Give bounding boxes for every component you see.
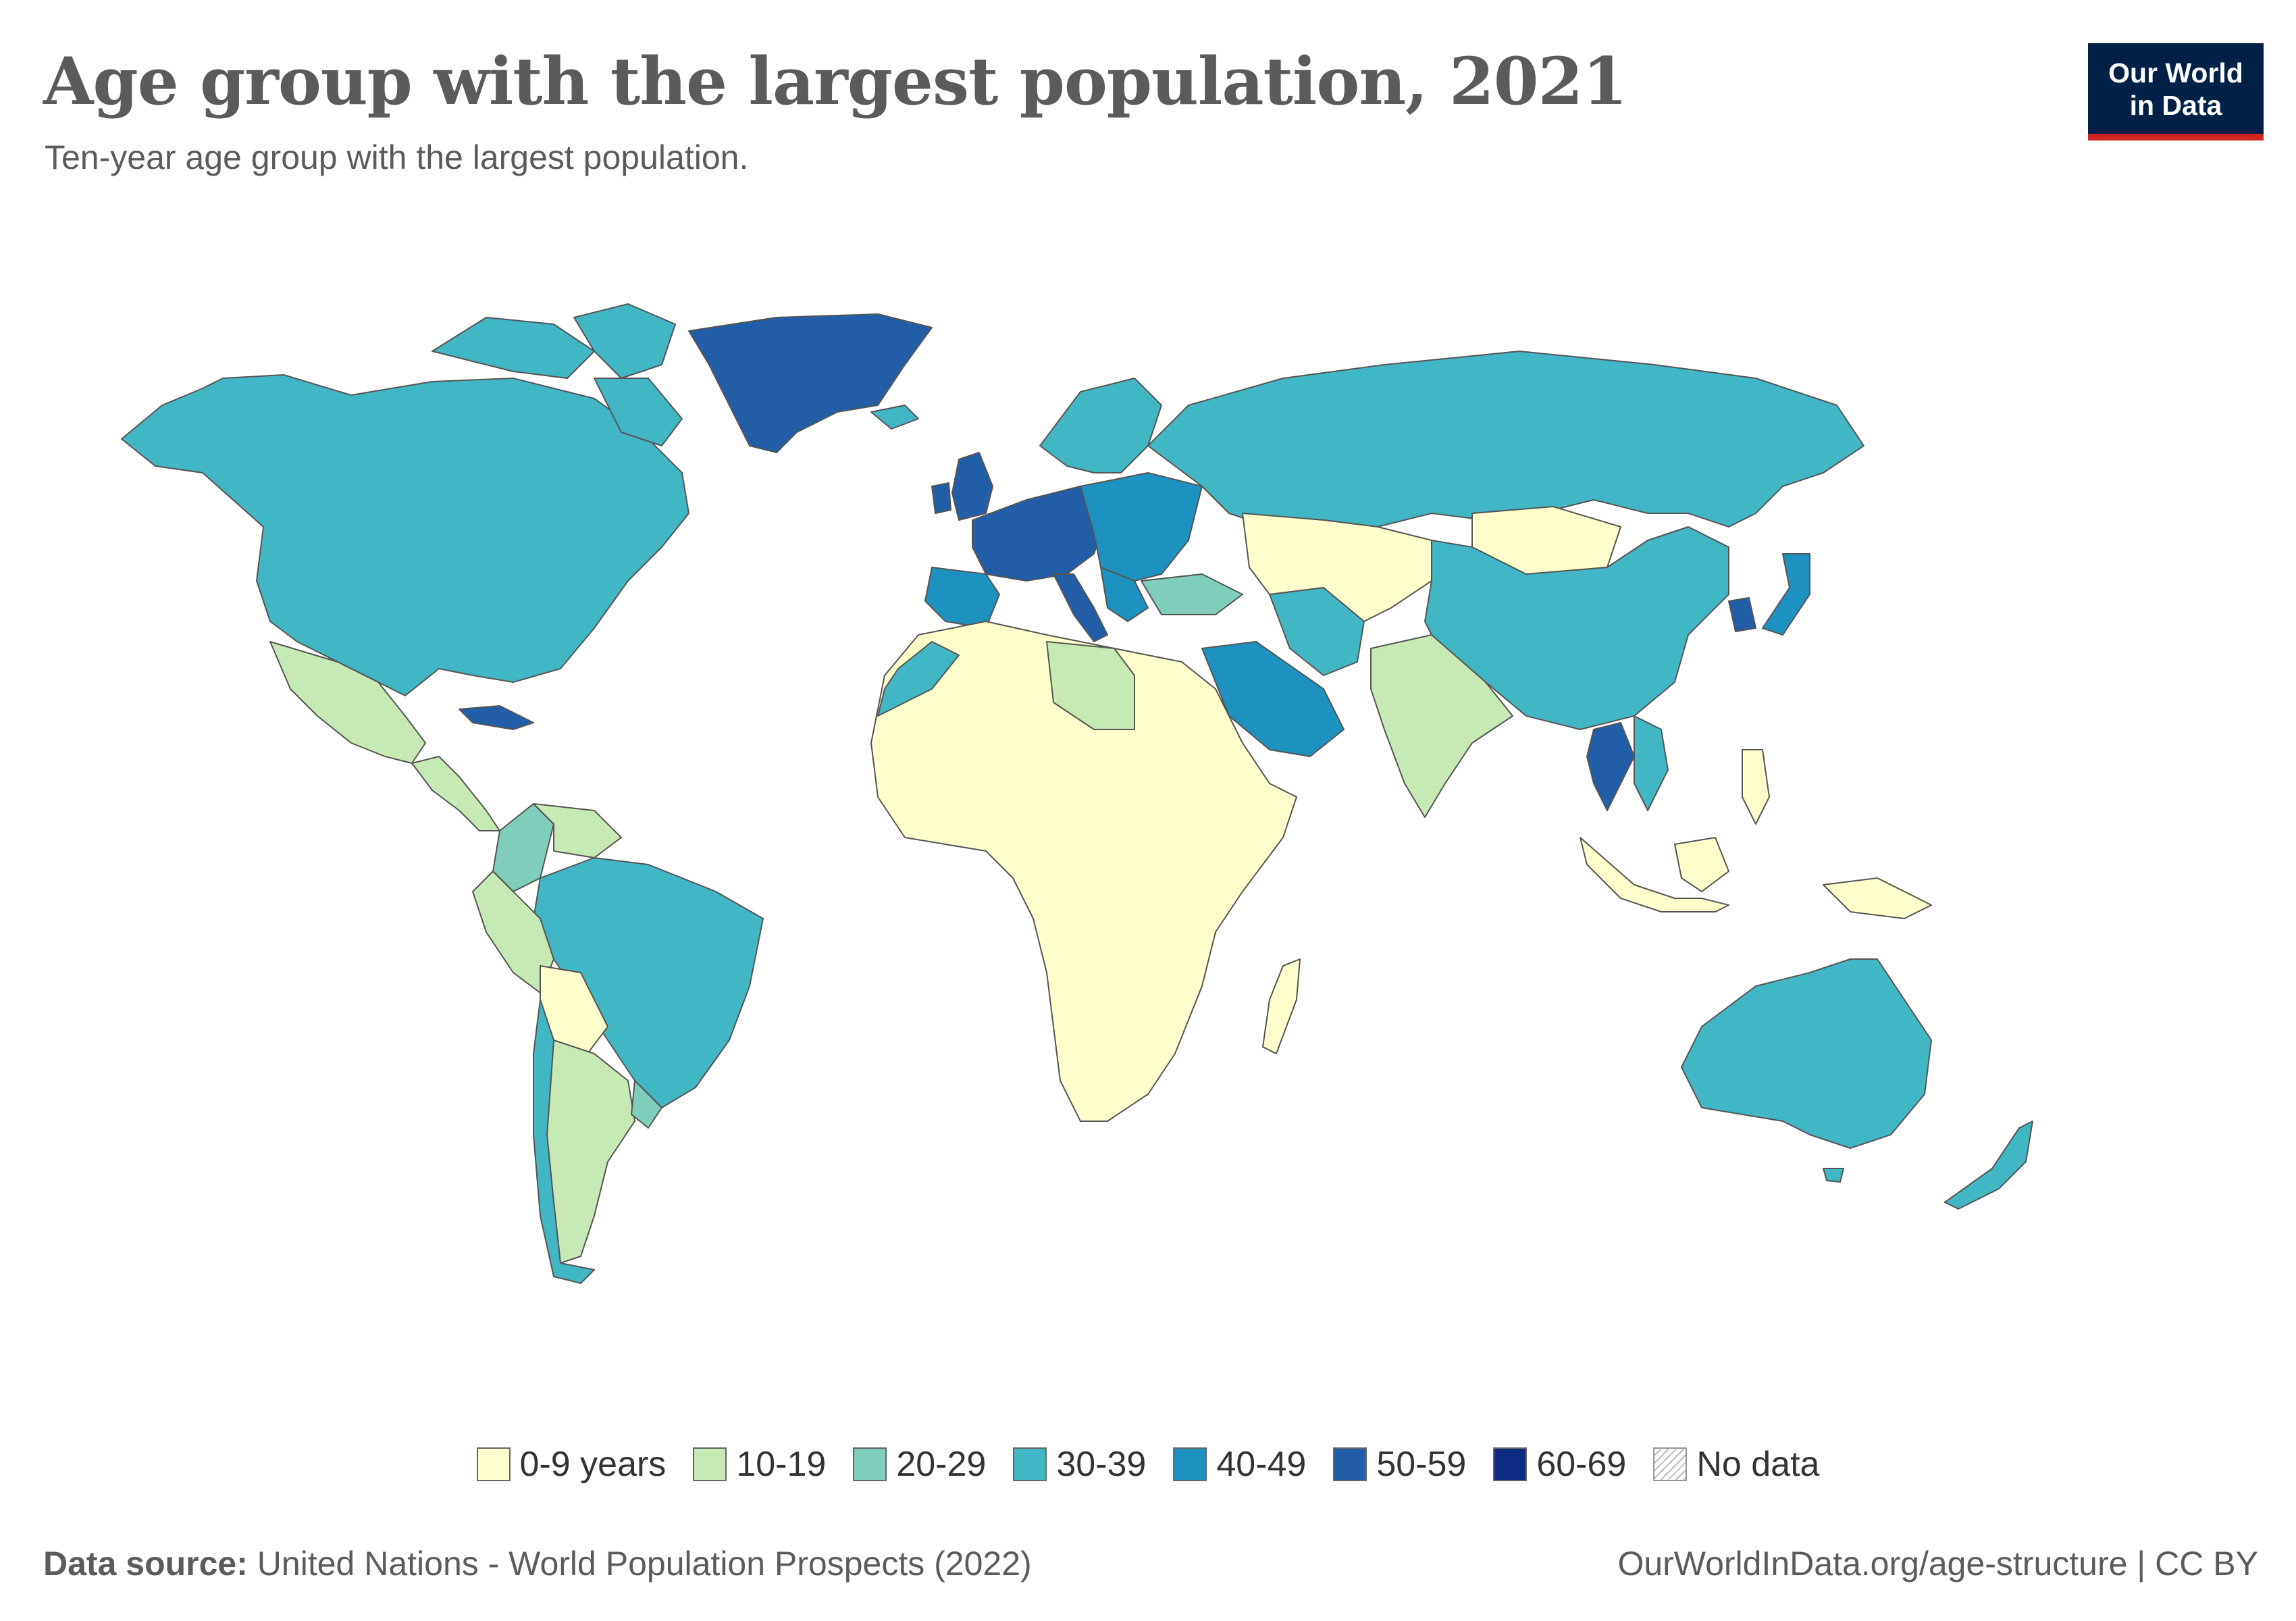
world-map [121, 303, 2033, 1284]
legend-swatch-hatched [1653, 1447, 1688, 1481]
region-africa[interactable] [870, 621, 1297, 1122]
region-tasmania[interactable] [1823, 1168, 1844, 1183]
data-source: Data source: United Nations - World Popu… [43, 1544, 1032, 1583]
source-url-link[interactable]: OurWorldInData.org/age-structure | CC BY [1617, 1545, 2258, 1583]
region-italy[interactable] [1053, 573, 1108, 642]
legend-item-60-69[interactable]: 60-69 [1493, 1444, 1626, 1485]
region-thailand[interactable] [1586, 722, 1635, 811]
legend-swatch [1493, 1447, 1528, 1481]
legend-item-40-49[interactable]: 40-49 [1173, 1444, 1306, 1485]
region-morocco[interactable] [877, 641, 960, 717]
chart-title: Age group with the largest population, 2… [43, 43, 1627, 120]
region-baffin[interactable] [594, 378, 683, 446]
region-iceland[interactable] [870, 405, 919, 430]
legend: 0-9 years 10-19 20-29 30-39 40-49 50-59 … [0, 1444, 2296, 1485]
logo-line-2: in Data [2129, 90, 2222, 121]
legend-item-30-39[interactable]: 30-39 [1013, 1444, 1146, 1485]
legend-item-20-29[interactable]: 20-29 [853, 1444, 986, 1485]
legend-item-0-9[interactable]: 0-9 years [476, 1444, 667, 1485]
legend-swatch [1013, 1447, 1047, 1481]
region-russia[interactable] [1147, 351, 1864, 528]
region-cuba[interactable] [459, 705, 534, 730]
region-australia[interactable] [1681, 958, 1932, 1149]
region-chile[interactable] [533, 999, 595, 1284]
legend-swatch [693, 1447, 727, 1481]
region-india[interactable] [1370, 634, 1513, 818]
legend-label: 30-39 [1056, 1445, 1147, 1484]
region-greenland[interactable] [688, 313, 933, 453]
legend-swatch [476, 1447, 511, 1481]
region-ireland[interactable] [931, 482, 951, 514]
region-vietnam[interactable] [1634, 715, 1669, 811]
legend-label: 40-49 [1216, 1445, 1307, 1484]
source-label: Data source: [43, 1545, 248, 1583]
legend-swatch [1173, 1447, 1207, 1481]
region-uruguay[interactable] [631, 1080, 662, 1129]
region-eastern-europe[interactable] [1080, 472, 1203, 582]
source-text: United Nations - World Population Prospe… [257, 1545, 1032, 1583]
region-madagascar[interactable] [1262, 958, 1301, 1054]
legend-label: 60-69 [1536, 1445, 1627, 1484]
region-central-america[interactable] [411, 756, 500, 831]
region-indonesia[interactable] [1580, 837, 1729, 912]
region-png[interactable] [1823, 877, 1932, 919]
region-western-europe[interactable] [972, 486, 1108, 582]
legend-swatch [1333, 1447, 1367, 1481]
region-argentina[interactable] [546, 1039, 635, 1264]
legend-label: No data [1696, 1445, 1820, 1484]
legend-item-10-19[interactable]: 10-19 [693, 1444, 826, 1485]
region-new-zealand[interactable] [1944, 1121, 2033, 1210]
region-libya[interactable] [1046, 641, 1135, 730]
region-arctic-islands[interactable] [432, 317, 595, 379]
region-nordic[interactable] [1039, 378, 1162, 473]
region-uk[interactable] [951, 452, 993, 521]
region-balkans[interactable] [1100, 567, 1149, 622]
chart-subtitle: Ten-year age group with the largest popu… [45, 138, 749, 176]
region-central-asia[interactable] [1242, 513, 1432, 622]
region-turkey[interactable] [1141, 573, 1243, 615]
region-arctic-islands-2[interactable] [573, 303, 676, 379]
region-borneo[interactable] [1674, 837, 1729, 892]
legend-label: 10-19 [736, 1445, 827, 1484]
legend-label: 50-59 [1376, 1445, 1467, 1484]
legend-label: 20-29 [896, 1445, 987, 1484]
region-philippines[interactable] [1742, 749, 1770, 825]
region-korea[interactable] [1728, 597, 1756, 632]
legend-item-no-data[interactable]: No data [1653, 1444, 1819, 1485]
legend-label: 0-9 years [519, 1445, 667, 1484]
owid-logo[interactable]: Our World in Data [2088, 43, 2264, 140]
legend-item-50-59[interactable]: 50-59 [1333, 1444, 1466, 1485]
region-saudi-arabia[interactable] [1201, 641, 1345, 757]
legend-swatch [853, 1447, 887, 1481]
region-north-america[interactable] [121, 374, 689, 696]
region-japan[interactable] [1762, 553, 1810, 636]
logo-line-1: Our World [2108, 57, 2243, 88]
region-iberia[interactable] [924, 567, 1000, 629]
